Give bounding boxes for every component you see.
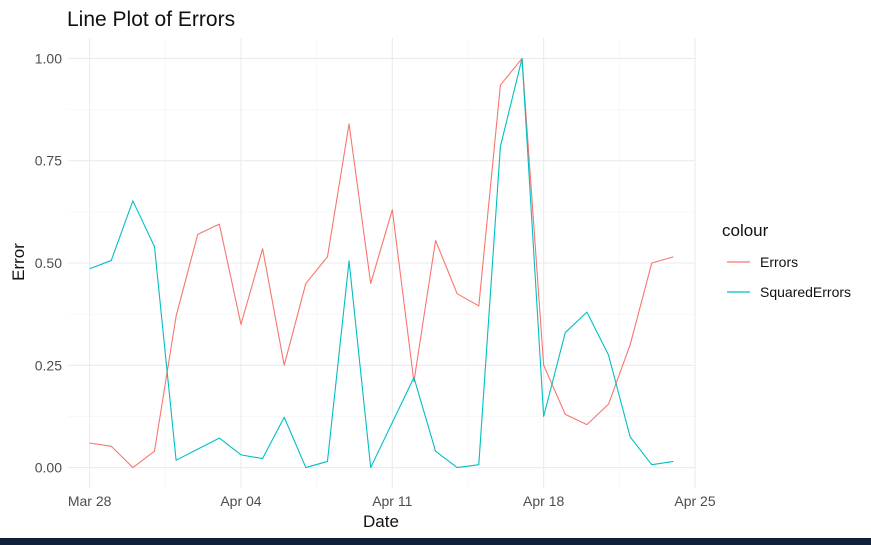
y-tick-label: 0.75 bbox=[35, 153, 62, 169]
y-axis-title: Error bbox=[9, 243, 28, 281]
x-tick-label: Apr 25 bbox=[674, 493, 715, 509]
legend: colour Errors SquaredErrors bbox=[722, 221, 851, 300]
legend-title: colour bbox=[722, 221, 769, 240]
series-line-errors bbox=[89, 57, 674, 469]
y-tick-label: 0.50 bbox=[35, 255, 62, 271]
y-axis-ticks: 0.00 0.25 0.50 0.75 1.00 bbox=[35, 50, 62, 475]
x-axis-ticks: Mar 28 Apr 04 Apr 11 Apr 18 Apr 25 bbox=[68, 493, 716, 509]
legend-label-squarederrors: SquaredErrors bbox=[760, 284, 851, 300]
series-lines bbox=[89, 57, 674, 469]
chart-title: Line Plot of Errors bbox=[67, 8, 235, 31]
series-line-squarederrors bbox=[89, 57, 674, 469]
y-tick-label: 0.00 bbox=[35, 460, 62, 476]
x-axis-title: Date bbox=[363, 512, 399, 531]
x-tick-label: Apr 04 bbox=[220, 493, 261, 509]
x-tick-label: Apr 11 bbox=[372, 493, 412, 509]
y-tick-label: 1.00 bbox=[35, 50, 62, 66]
bottom-bar bbox=[0, 538, 871, 545]
grid bbox=[68, 38, 696, 488]
x-tick-label: Mar 28 bbox=[68, 493, 112, 509]
legend-label-errors: Errors bbox=[760, 254, 798, 270]
y-tick-label: 0.25 bbox=[35, 357, 62, 373]
x-tick-label: Apr 18 bbox=[523, 493, 564, 509]
